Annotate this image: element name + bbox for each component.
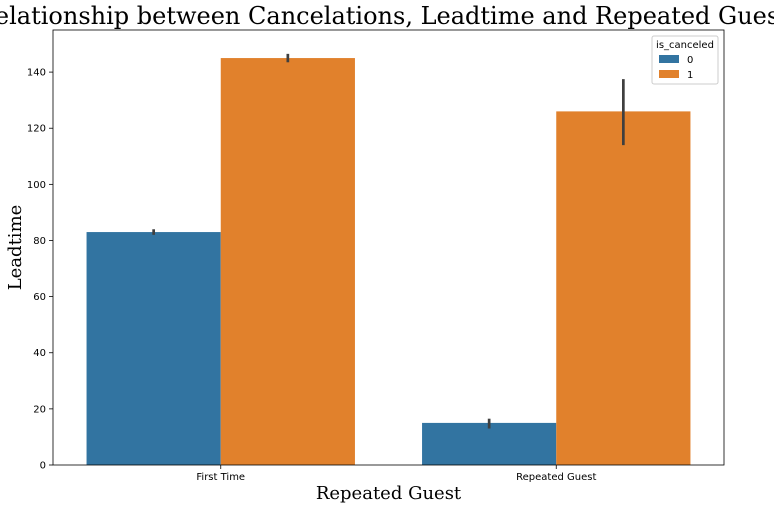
x-tick-label: First Time bbox=[196, 472, 245, 483]
plot-frame bbox=[52, 29, 725, 466]
x-tick-label: Repeated Guest bbox=[516, 472, 596, 483]
bar-repeated-guest-series-0 bbox=[422, 422, 557, 465]
legend-label-0: 0 bbox=[687, 55, 693, 66]
legend: is_canceled 0 1 bbox=[651, 35, 719, 85]
legend-swatch-1 bbox=[659, 70, 679, 78]
y-axis-label: Leadtime bbox=[5, 205, 26, 291]
y-tick-label: 60 bbox=[33, 292, 46, 303]
y-tick-label: 120 bbox=[27, 124, 46, 135]
y-tick-label: 20 bbox=[33, 404, 46, 415]
y-tick-label: 40 bbox=[33, 348, 46, 359]
y-tick-label: 100 bbox=[27, 180, 46, 191]
y-tick-label: 0 bbox=[40, 461, 46, 472]
plot-area: First Time Repeated Guest 0 20 40 60 80 100 120 1… bbox=[27, 29, 725, 483]
bar-first-time-series-0 bbox=[86, 232, 221, 465]
bar-repeated-guest-series-1 bbox=[556, 111, 691, 466]
y-tick-label: 140 bbox=[27, 68, 46, 79]
bar-first-time-series-1 bbox=[220, 58, 355, 466]
chart-title: Relationship between Cancelations, Leadt… bbox=[0, 2, 774, 30]
legend-label-1: 1 bbox=[687, 70, 693, 81]
x-axis-label: Repeated Guest bbox=[316, 483, 462, 504]
legend-title: is_canceled bbox=[656, 40, 714, 51]
y-tick-label: 80 bbox=[33, 236, 46, 247]
legend-swatch-0 bbox=[659, 55, 679, 63]
